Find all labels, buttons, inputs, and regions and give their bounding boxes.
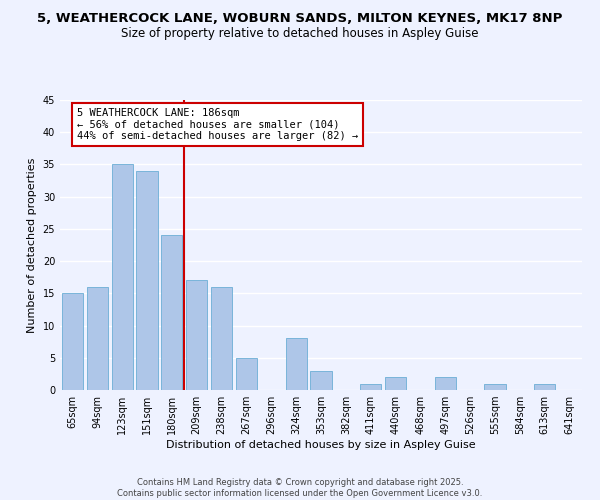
Bar bbox=[236, 358, 257, 390]
Text: 5 WEATHERCOCK LANE: 186sqm
← 56% of detached houses are smaller (104)
44% of sem: 5 WEATHERCOCK LANE: 186sqm ← 56% of deta… bbox=[77, 108, 358, 141]
Bar bbox=[186, 280, 207, 390]
Bar bbox=[360, 384, 381, 390]
Bar bbox=[112, 164, 133, 390]
Bar bbox=[87, 287, 108, 390]
Text: 5, WEATHERCOCK LANE, WOBURN SANDS, MILTON KEYNES, MK17 8NP: 5, WEATHERCOCK LANE, WOBURN SANDS, MILTO… bbox=[37, 12, 563, 26]
Bar bbox=[211, 287, 232, 390]
Bar bbox=[161, 236, 182, 390]
Bar bbox=[385, 377, 406, 390]
Text: Contains HM Land Registry data © Crown copyright and database right 2025.
Contai: Contains HM Land Registry data © Crown c… bbox=[118, 478, 482, 498]
Bar bbox=[136, 171, 158, 390]
Bar bbox=[484, 384, 506, 390]
Bar bbox=[286, 338, 307, 390]
Bar bbox=[534, 384, 555, 390]
Y-axis label: Number of detached properties: Number of detached properties bbox=[27, 158, 37, 332]
Text: Size of property relative to detached houses in Aspley Guise: Size of property relative to detached ho… bbox=[121, 28, 479, 40]
Bar bbox=[62, 294, 83, 390]
Bar bbox=[435, 377, 456, 390]
Bar bbox=[310, 370, 332, 390]
X-axis label: Distribution of detached houses by size in Aspley Guise: Distribution of detached houses by size … bbox=[166, 440, 476, 450]
